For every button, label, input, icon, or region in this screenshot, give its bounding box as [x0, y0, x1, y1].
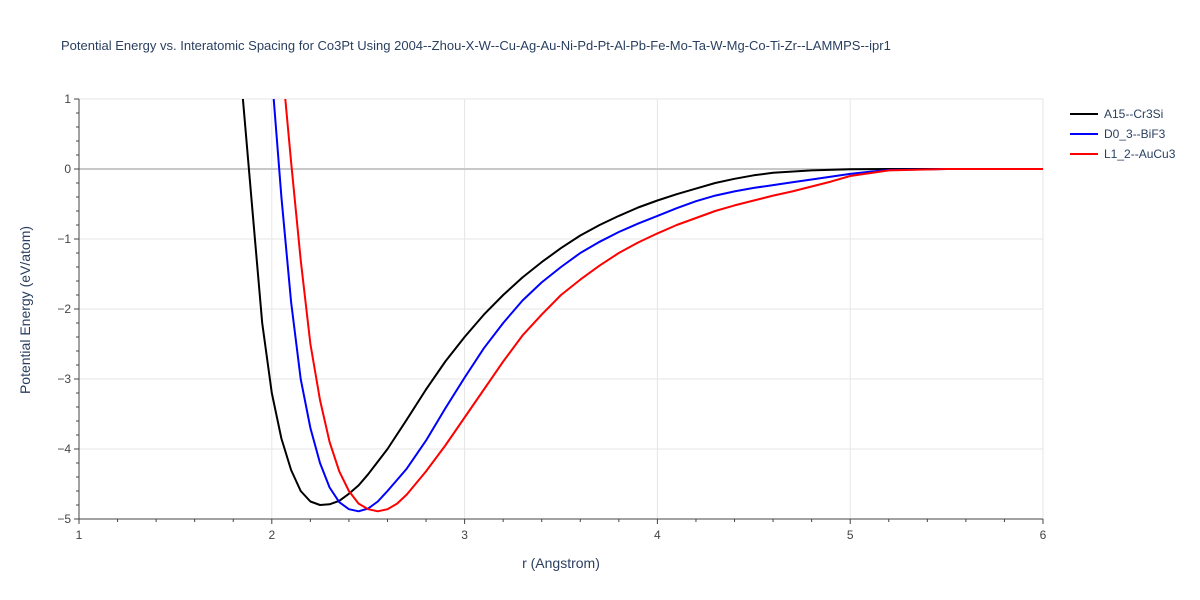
axes: 1 2 3 4 5 6 −5 −4 −3 −2 −1 0 1 [57, 92, 1046, 542]
legend-label: A15--Cr3Si [1104, 107, 1163, 121]
legend-item[interactable]: A15--Cr3Si [1070, 107, 1163, 121]
series-line-2 [284, 98, 1043, 513]
y-tick-label: −5 [57, 512, 71, 526]
y-tick-label: 0 [64, 162, 71, 176]
series-line-0 [241, 98, 1043, 506]
y-tick-label: −4 [57, 442, 71, 456]
legend-item[interactable]: L1_2--AuCu3 [1070, 147, 1176, 161]
x-tick-label: 3 [461, 528, 468, 542]
y-axis-title: Potential Energy (eV/atom) [17, 226, 33, 394]
legend-item[interactable]: D0_3--BiF3 [1070, 127, 1166, 141]
chart-title: Potential Energy vs. Interatomic Spacing… [61, 38, 891, 53]
x-tick-label: 5 [847, 528, 854, 542]
legend[interactable]: A15--Cr3Si D0_3--BiF3 L1_2--AuCu3 [1070, 107, 1176, 161]
y-tick-label: −2 [57, 302, 71, 316]
x-tick-label: 2 [268, 528, 275, 542]
x-tick-label: 6 [1040, 528, 1047, 542]
grid [79, 98, 1044, 519]
x-axis-title: r (Angstrom) [522, 555, 600, 571]
y-tick-label: −1 [57, 232, 71, 246]
y-tick-label: 1 [64, 92, 71, 106]
series-line-1 [272, 98, 1043, 513]
legend-label: L1_2--AuCu3 [1104, 147, 1176, 161]
x-tick-label: 4 [654, 528, 661, 542]
legend-label: D0_3--BiF3 [1104, 127, 1166, 141]
y-tick-label: −3 [57, 372, 71, 386]
series-layer [241, 98, 1043, 513]
x-tick-label: 1 [76, 528, 83, 542]
